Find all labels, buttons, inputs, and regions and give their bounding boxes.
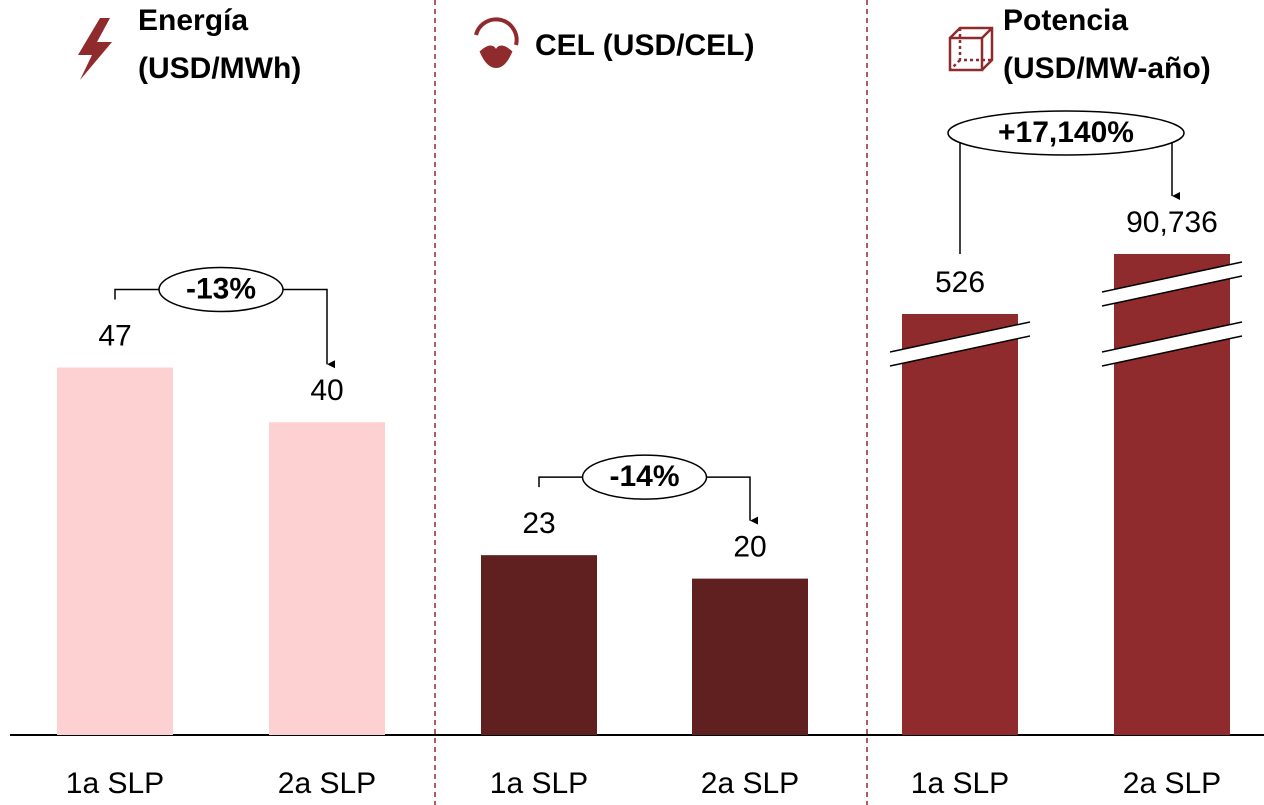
axis-break: [1102, 262, 1242, 306]
x-tick-label: 2a SLP: [701, 767, 799, 800]
axis-break: [890, 322, 1030, 366]
x-tick-label: 1a SLP: [911, 767, 1009, 800]
change-label: -14%: [609, 460, 679, 493]
change-label: +17,140%: [998, 116, 1134, 149]
bar: [692, 578, 808, 735]
panel-title: CEL (USD/CEL): [535, 29, 754, 62]
cel-icon: [474, 17, 519, 69]
change-bubble: [947, 110, 1185, 156]
panel-title: Potencia: [1003, 4, 1128, 37]
value-label: 526: [935, 266, 985, 299]
x-tick-label: 2a SLP: [278, 767, 376, 800]
change-bubble: [158, 266, 284, 313]
x-tick-label: 1a SLP: [490, 767, 588, 800]
energy-icon: [78, 18, 112, 80]
value-label: 20: [733, 531, 766, 564]
axis-break: [1102, 322, 1242, 366]
capacity-icon: [948, 26, 994, 72]
change-bubble: [581, 454, 708, 500]
axis-break-line: [1101, 321, 1243, 367]
value-label: 23: [522, 507, 555, 540]
bar: [902, 314, 1018, 735]
axis-break-line: [1101, 261, 1243, 307]
change-label: -13%: [186, 272, 256, 305]
x-tick-label: 1a SLP: [66, 767, 164, 800]
value-label: 40: [310, 374, 343, 407]
axis-break-line: [889, 321, 1031, 367]
bar: [269, 422, 385, 735]
panel-title: (USD/MWh): [138, 52, 301, 85]
bar: [481, 555, 597, 735]
value-label: 90,736: [1126, 206, 1218, 239]
panel-title: Energía: [138, 4, 248, 37]
bar: [1114, 254, 1230, 735]
x-tick-label: 2a SLP: [1123, 767, 1221, 800]
panel-title: (USD/MW-año): [1003, 52, 1211, 85]
value-label: 47: [98, 319, 131, 352]
bar: [57, 367, 173, 735]
